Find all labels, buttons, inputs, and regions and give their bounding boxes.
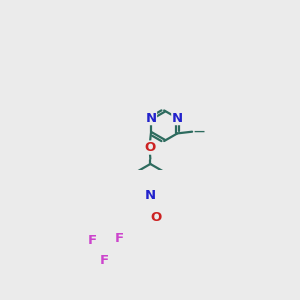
Text: N: N bbox=[172, 112, 183, 124]
Text: F: F bbox=[99, 254, 109, 267]
Text: N: N bbox=[146, 112, 157, 124]
Text: O: O bbox=[144, 141, 155, 154]
Text: F: F bbox=[115, 232, 124, 245]
Text: —: — bbox=[193, 127, 204, 137]
Text: N: N bbox=[145, 189, 156, 202]
Text: O: O bbox=[150, 211, 162, 224]
Text: F: F bbox=[87, 235, 97, 248]
